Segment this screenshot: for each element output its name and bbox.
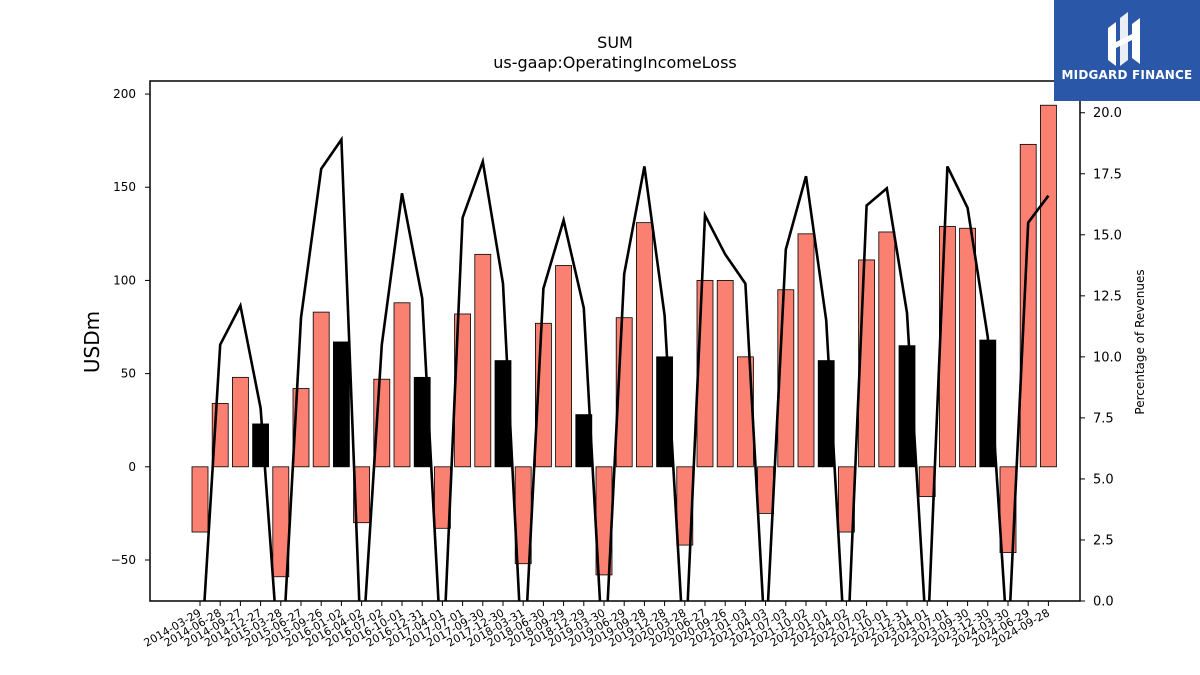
y-tick-label: 100 — [113, 273, 136, 287]
bar-2016-12-31 — [413, 376, 431, 468]
y2-tick-label: 12.5 — [1093, 289, 1122, 304]
bar-2020-06-27 — [696, 280, 714, 468]
y-tick-label: 0 — [128, 460, 136, 474]
bar-2023-12-30 — [979, 339, 997, 468]
y-axis-label: USDm — [80, 311, 104, 373]
y2-tick-label: 0.0 — [1093, 595, 1114, 610]
y2-axis-label: Percentage of Revenues — [1133, 269, 1147, 414]
bars-layer — [191, 104, 1057, 578]
y2-tick-label: 7.5 — [1093, 411, 1114, 426]
chart-subtitle: us-gaap:OperatingIncomeLoss — [493, 53, 737, 72]
logo: MIDGARD FINANCE — [1054, 0, 1200, 101]
bar-2014-12-27 — [252, 423, 270, 468]
y2-tick-label: 20.0 — [1093, 106, 1122, 121]
bar-2019-09-28 — [636, 222, 653, 468]
bar-2014-03-29 — [191, 466, 209, 533]
bar-2023-07-01 — [939, 225, 956, 468]
plot-frame — [149, 80, 1081, 602]
y-tick-label: 50 — [121, 367, 136, 381]
bar-2016-01-02 — [332, 341, 350, 468]
bar-2021-10-02 — [797, 233, 815, 468]
chart-title: SUM — [597, 33, 633, 52]
y-tick-label: 150 — [113, 180, 136, 194]
y2-tick-label: 5.0 — [1093, 472, 1114, 487]
bar-2017-09-30 — [474, 253, 492, 468]
logo-text: MIDGARD FINANCE — [1061, 68, 1193, 82]
ticks-layer: −50 0 50 100 150 200 0.0 2.5 5.0 7.5 10.0 12.5 15.0 1… — [111, 87, 1122, 650]
bar-2022-10-01 — [878, 231, 896, 468]
y2-tick-label: 10.0 — [1093, 350, 1122, 365]
bar-2014-09-27 — [231, 376, 249, 468]
y2-tick-label: 2.5 — [1093, 533, 1114, 548]
bar-2018-09-29 — [555, 265, 572, 468]
bar-2016-10-01 — [393, 302, 411, 468]
bar-2023-09-30 — [959, 227, 976, 468]
bar-2016-04-02 — [353, 466, 371, 524]
y2-tick-label: 17.5 — [1093, 167, 1122, 182]
bar-2015-09-26 — [312, 311, 330, 468]
y-tick-label: 200 — [113, 87, 136, 101]
logo-mark-icon — [1108, 12, 1140, 66]
bar-2021-04-03 — [757, 466, 774, 514]
bar-2024-09-28 — [1040, 104, 1057, 468]
bar-2020-09-26 — [716, 280, 734, 468]
bar-2015-03-28 — [272, 466, 290, 578]
bar-2024-06-29 — [1019, 143, 1037, 468]
y2-tick-label: 15.0 — [1093, 228, 1122, 243]
percentage-line — [203, 135, 1050, 601]
y-tick-label: −50 — [111, 553, 136, 567]
